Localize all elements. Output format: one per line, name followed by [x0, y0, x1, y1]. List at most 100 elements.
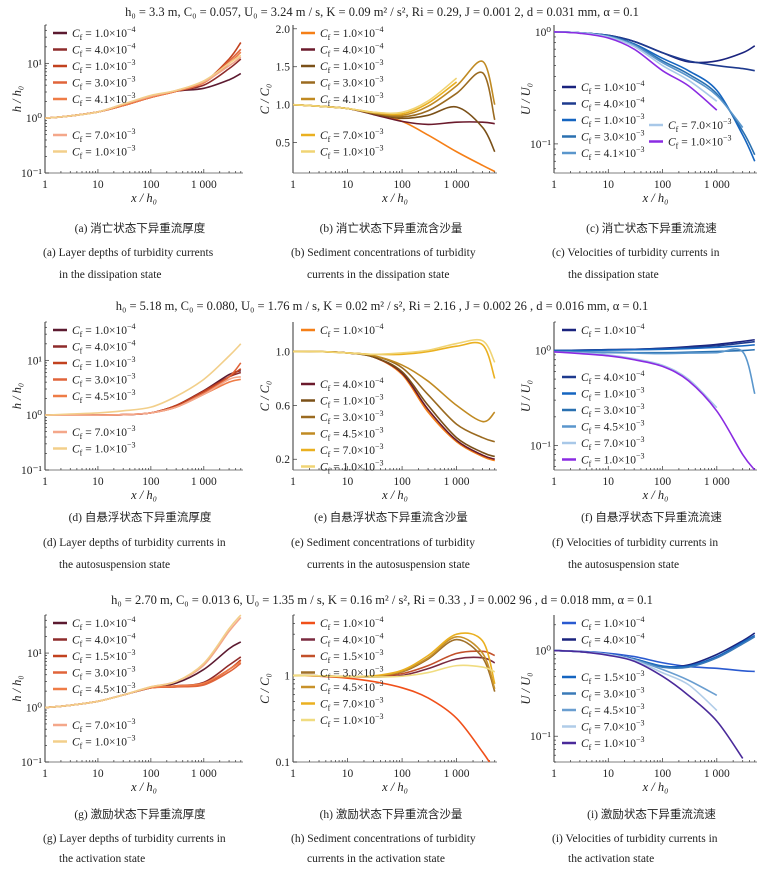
y-tick-label: 10¹	[27, 58, 43, 70]
series-line-7	[45, 614, 242, 709]
legend-item: Cf = 1.0×10−4	[53, 25, 135, 42]
legend-label: Cf = 1.0×10−3	[581, 386, 644, 403]
legend-label: Cf = 4.5×10−3	[72, 681, 135, 698]
legend-label: Cf = 1.0×10−3	[72, 58, 135, 75]
legend-label: Cf = 1.0×10−3	[581, 452, 644, 469]
series-line-7	[293, 338, 496, 363]
x-tick-label: 100	[393, 768, 411, 780]
caption-en-line-1: (f) Velocities of turbidity currents in	[552, 537, 718, 549]
legend-item: Cf = 1.0×10−3	[53, 441, 135, 458]
legend-item: Cf = 7.0×10−3	[562, 435, 644, 452]
panel-b: 1 10 100 1 000 0.5 1.0 1.5 2.0 x / h₀ C / C₀ Cf = …	[258, 24, 497, 281]
legend-item: Cf = 7.0×10−3	[301, 442, 383, 459]
legend-label: Cf = 4.1×10−3	[581, 145, 644, 162]
x-tick-label: 1 000	[704, 768, 730, 780]
y-tick-label: 2.0	[276, 24, 291, 36]
legend-item: Cf = 1.0×10−4	[53, 322, 135, 339]
series-line-7	[554, 351, 756, 470]
legend-item: Cf = 4.5×10−3	[562, 702, 644, 719]
caption-en-line-2: the activation state	[59, 853, 145, 865]
series-line-7	[45, 54, 242, 119]
caption-cn: (d) 自悬浮状态下异重流厚度	[69, 510, 212, 524]
legend-label: Cf = 7.0×10−3	[320, 442, 383, 459]
legend-item: Cf = 3.0×10−3	[301, 409, 383, 426]
x-axis-label: x / h₀	[642, 488, 669, 502]
x-tick-label: 100	[654, 768, 672, 780]
caption-en-line-2: in the dissipation state	[59, 269, 162, 281]
y-tick-label: 10⁻¹	[21, 757, 43, 769]
y-axis-label: C / C₀	[258, 673, 272, 704]
legend-item: Cf = 4.5×10−3	[53, 388, 135, 405]
y-tick-label: 10¹	[27, 355, 43, 367]
legend-label: Cf = 7.0×10−3	[320, 127, 383, 144]
x-tick-label: 10	[603, 768, 615, 780]
caption-en-line-2: the dissipation state	[568, 269, 659, 281]
legend-item: Cf = 4.5×10−3	[301, 426, 383, 443]
legend-label: Cf = 4.0×10−4	[320, 376, 383, 393]
legend-item: Cf = 1.0×10−3	[301, 58, 383, 75]
series-line-3	[554, 343, 755, 352]
x-tick-label: 10	[342, 179, 354, 191]
y-tick-label: 1	[284, 670, 290, 682]
legend-label: Cf = 1.0×10−3	[320, 459, 383, 476]
x-axis-label: x / h₀	[130, 191, 157, 205]
legend-label: Cf = 1.5×10−3	[320, 648, 383, 665]
caption-cn: (c) 消亡状态下异重流流速	[586, 221, 717, 235]
x-tick-label: 1 000	[191, 476, 217, 488]
legend-label: Cf = 1.0×10−4	[72, 25, 135, 42]
legend-label: Cf = 1.0×10−3	[72, 441, 135, 458]
legend-label: Cf = 4.5×10−3	[72, 388, 135, 405]
legend-item: Cf = 7.0×10−3	[562, 719, 644, 736]
y-tick-label: 10⁰	[26, 113, 43, 125]
y-tick-label: 10⁰	[535, 27, 552, 39]
legend-item: Cf = 3.0×10−3	[562, 129, 644, 146]
y-tick-label: 10⁰	[535, 346, 552, 358]
series-line-7	[293, 77, 458, 115]
legend-label: Cf = 3.0×10−3	[581, 129, 644, 146]
series-line-3	[293, 103, 496, 153]
x-tick-label: 10	[92, 476, 104, 488]
y-axis-label: U / U₀	[519, 672, 533, 704]
x-axis-label: x / h₀	[642, 191, 669, 205]
y-tick-label: 1.0	[276, 100, 291, 112]
legend-item: Cf = 4.0×10−4	[53, 632, 135, 649]
y-tick-label: 1.0	[276, 347, 291, 359]
legend-item: Cf = 1.5×10−3	[53, 648, 135, 665]
x-tick-label: 100	[393, 179, 411, 191]
legend-item: Cf = 1.5×10−3	[562, 669, 644, 686]
x-axis-label: x / h₀	[130, 488, 157, 502]
legend-label: Cf = 4.0×10−4	[581, 632, 644, 649]
legend-label: Cf = 7.0×10−3	[581, 435, 644, 452]
legend-label: Cf = 4.0×10−4	[72, 42, 135, 59]
legend-item: Cf = 1.0×10−3	[301, 459, 383, 476]
caption-en-line-2: currents in the dissipation state	[307, 269, 449, 281]
x-tick-label: 10	[342, 476, 354, 488]
legend-item: Cf = 4.0×10−4	[562, 96, 644, 113]
y-axis-label: h / h₀	[10, 86, 24, 113]
y-tick-label: 1.5	[276, 62, 291, 74]
legend-label: Cf = 7.0×10−3	[72, 127, 135, 144]
y-axis-label: U / U₀	[519, 83, 533, 115]
x-tick-label: 10	[92, 768, 104, 780]
legend-item: Cf = 1.0×10−4	[562, 615, 644, 632]
caption-cn: (a) 消亡状态下异重流厚度	[75, 221, 206, 235]
caption-cn: (g) 激励状态下异重流厚度	[74, 807, 206, 821]
legend-label: Cf = 1.0×10−3	[320, 712, 383, 729]
series-line-7	[293, 664, 496, 678]
x-tick-label: 1	[42, 476, 48, 488]
legend-item: Cf = 3.0×10−3	[562, 402, 644, 419]
legend-item: Cf = 4.0×10−4	[562, 632, 644, 649]
caption-en-line-1: (b) Sediment concentrations of turbidity	[291, 247, 476, 259]
legend-label: Cf = 1.0×10−3	[72, 355, 135, 372]
legend-item: Cf = 4.0×10−4	[562, 369, 644, 386]
caption-en-line-2: currents in the autosuspension state	[307, 559, 470, 571]
y-tick-label: 10⁻¹	[21, 168, 43, 180]
y-axis-label: U / U₀	[519, 380, 533, 412]
x-tick-label: 100	[654, 476, 672, 488]
legend-label: Cf = 7.0×10−3	[581, 719, 644, 736]
x-tick-label: 1 000	[191, 179, 217, 191]
legend-label: Cf = 1.0×10−3	[581, 735, 644, 752]
legend-item: Cf = 1.0×10−3	[53, 355, 135, 372]
legend-item: Cf = 4.5×10−3	[562, 419, 644, 436]
